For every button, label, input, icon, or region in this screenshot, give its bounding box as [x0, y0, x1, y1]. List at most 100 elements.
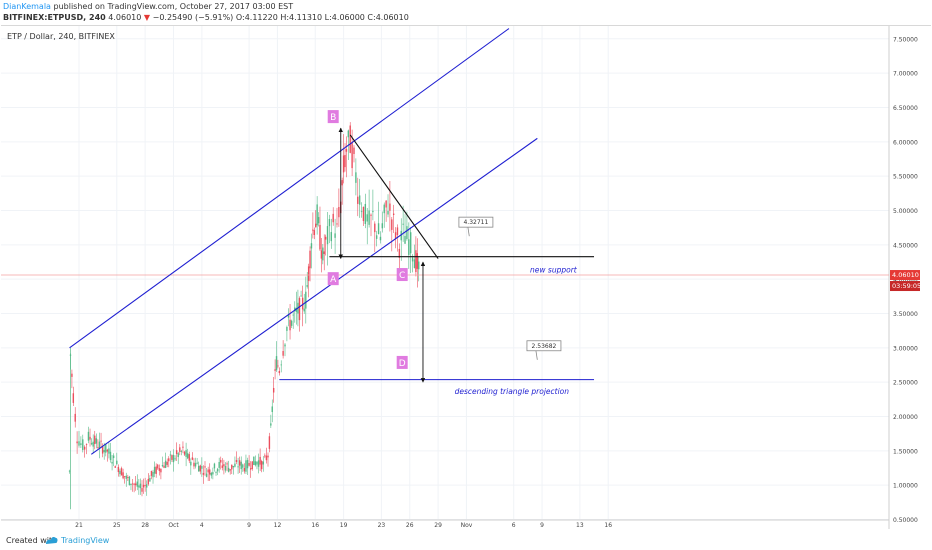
candle-body — [123, 476, 126, 478]
candle-body — [415, 250, 417, 273]
candle-body — [83, 446, 86, 450]
candle-body — [175, 450, 178, 454]
candle-body — [362, 206, 365, 222]
candle-body — [287, 315, 290, 318]
candle-body — [150, 470, 153, 476]
candle-body — [251, 461, 253, 470]
candle-body — [202, 472, 205, 475]
candle-body — [280, 364, 282, 366]
candle-body — [155, 466, 157, 474]
candle-body — [160, 468, 162, 473]
candle-body — [158, 468, 161, 471]
candle-body — [381, 223, 384, 229]
author-link[interactable]: DianKemala — [3, 2, 51, 11]
candle-body — [334, 233, 336, 238]
candle-body — [179, 447, 181, 452]
point-label-d[interactable]: D — [399, 359, 406, 369]
channel-upper-line[interactable] — [69, 28, 510, 349]
candle-body — [355, 172, 357, 183]
candle-body — [220, 459, 222, 463]
candle-body — [262, 461, 264, 465]
candle-body — [242, 464, 244, 468]
candle-body — [284, 344, 286, 347]
candle-body — [224, 465, 227, 471]
point-label-a[interactable]: A — [330, 275, 337, 285]
projection-price-callout[interactable]: 2.53682 — [526, 340, 562, 360]
y-tick-label: 0.50000 — [893, 517, 918, 524]
price-chart[interactable]: ETP / Dollar, 240, BITFINEX A B C D 0.50000… — [1, 26, 931, 529]
point-label-b[interactable]: B — [330, 113, 336, 123]
candle-body — [97, 447, 99, 448]
price-badge-bg — [890, 270, 920, 281]
candle-body — [411, 257, 414, 262]
candle-body — [360, 211, 363, 213]
candle-body — [370, 214, 372, 216]
candle-body — [257, 460, 260, 467]
x-tick-label: 28 — [141, 522, 149, 529]
candle-body — [375, 235, 378, 239]
new-support-note[interactable]: new support — [530, 265, 578, 274]
candle-body — [368, 210, 370, 225]
price-badge: 4.06010 — [892, 271, 919, 279]
candle-body — [112, 455, 115, 459]
support-price-callout[interactable]: 4.32711 — [458, 216, 494, 237]
candle-body — [182, 446, 184, 448]
candle-body — [294, 307, 296, 312]
candle-body — [161, 465, 164, 467]
candle-body — [289, 319, 291, 331]
candle-body — [377, 223, 380, 235]
candle-body — [278, 371, 281, 374]
candle-body — [389, 203, 391, 211]
projection-note[interactable]: descending triangle projection — [455, 387, 570, 396]
candle-body — [322, 247, 324, 261]
candle-body — [82, 439, 84, 450]
candle-body — [133, 483, 135, 485]
symbol-info: BITFINEX:ETPUSD, 240 4.06010 ▼ −0.25490 … — [3, 12, 409, 23]
candle-body — [136, 481, 138, 487]
candle-body — [324, 236, 327, 240]
candle-body — [164, 460, 167, 468]
y-tick-label: 3.00000 — [893, 345, 918, 352]
candle-body — [180, 451, 183, 452]
candle-body — [223, 464, 225, 467]
candle-body — [243, 468, 246, 472]
candle-body — [117, 466, 120, 473]
candle-body — [416, 253, 419, 269]
candle-body — [87, 431, 90, 441]
candle-body — [295, 307, 298, 312]
symbol-label: BITFINEX:ETPUSD, 240 — [3, 13, 106, 22]
candle-body — [205, 473, 208, 477]
chart-frame[interactable]: ETP / Dollar, 240, BITFINEX A B C D 0.50000… — [1, 25, 931, 529]
candle-body — [193, 462, 195, 467]
x-tick-label: Nov — [461, 522, 473, 529]
candle-body — [336, 223, 338, 225]
projection-price-callout-text: 2.53682 — [532, 343, 557, 350]
candle-body — [194, 463, 197, 467]
candle-body — [207, 469, 209, 473]
candle-body — [198, 465, 200, 472]
candle-body — [231, 464, 233, 470]
candle-body — [215, 472, 217, 473]
candle-body — [188, 454, 190, 461]
candle-body — [185, 450, 187, 457]
candle-body — [131, 483, 134, 485]
candle-body — [216, 468, 219, 472]
candle-body — [212, 472, 214, 475]
candle-body — [330, 232, 333, 242]
y-tick-label: 5.50000 — [893, 174, 918, 181]
candle-body — [261, 461, 263, 470]
candle-body — [177, 453, 179, 458]
candle-body — [169, 454, 172, 456]
candle-body — [218, 462, 220, 468]
candle-body — [328, 219, 331, 227]
x-tick-label: 25 — [113, 522, 121, 529]
y-tick-label: 2.00000 — [893, 414, 918, 421]
channel-lower-line[interactable] — [90, 137, 538, 455]
candle-body — [245, 460, 247, 472]
tradingview-logo-icon — [46, 536, 58, 544]
candle-body — [141, 488, 143, 492]
triangle-resistance-line[interactable] — [349, 134, 439, 259]
candle-body — [418, 261, 420, 270]
point-label-c[interactable]: C — [399, 271, 405, 281]
tradingview-brand[interactable]: TradingView — [61, 536, 110, 545]
